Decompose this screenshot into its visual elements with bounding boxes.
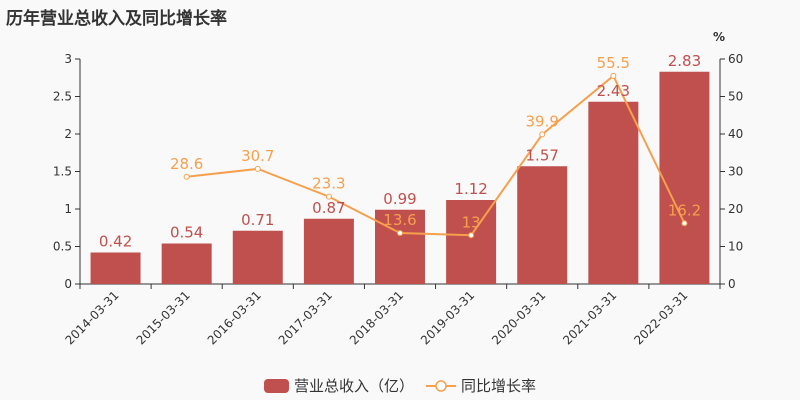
growth-point	[539, 131, 546, 138]
revenue-bar	[90, 252, 141, 284]
legend-item-growth[interactable]: 同比增长率	[426, 375, 536, 396]
legend-label-growth: 同比增长率	[461, 377, 537, 395]
revenue-data-label: 0.99	[383, 190, 416, 208]
revenue-data-label: 2.43	[597, 82, 630, 100]
growth-data-label: 13	[462, 213, 481, 231]
growth-point	[468, 232, 475, 239]
y-left-tick-label: 2.5	[53, 90, 72, 104]
legend-label-revenue: 营业总收入（亿）	[293, 377, 414, 395]
y-right-tick-label: 30	[728, 165, 743, 179]
growth-line	[186, 74, 686, 237]
y-right-tick-label: 40	[728, 127, 743, 141]
x-tick-label: 2016-03-31	[205, 288, 264, 347]
growth-point	[397, 230, 403, 236]
growth-point	[325, 193, 332, 200]
growth-data-label: 39.9	[526, 112, 559, 130]
y-left-tick-label: 1	[64, 202, 72, 216]
revenue-bar	[232, 230, 283, 284]
x-tick-label: 2020-03-31	[489, 288, 548, 347]
y-right-tick-label: 50	[728, 90, 743, 104]
growth-point	[610, 72, 617, 79]
revenue-data-label: 1.12	[454, 180, 487, 198]
growth-data-label: 55.5	[597, 54, 630, 72]
revenue-data-label: 2.83	[668, 52, 701, 70]
growth-point	[681, 220, 688, 227]
growth-point	[183, 173, 190, 180]
revenue-data-label: 0.87	[312, 199, 345, 217]
revenue-data-label: 0.54	[170, 224, 203, 242]
chart-title: 历年营业总收入及同比增长率	[6, 9, 227, 29]
revenue-bar	[446, 200, 497, 284]
growth-data-label: 16.2	[668, 201, 701, 219]
x-tick-label: 2021-03-31	[560, 288, 619, 347]
y-left-tick-label: 0.5	[53, 240, 72, 254]
y-right-unit-label: %	[713, 30, 725, 44]
revenue-bar	[303, 218, 354, 284]
revenue-bar	[517, 166, 568, 284]
legend: 营业总收入（亿） 同比增长率	[0, 375, 800, 396]
growth-data-label: 23.3	[312, 175, 345, 193]
x-tick-label: 2022-03-31	[631, 288, 690, 347]
line-marker-icon	[426, 379, 456, 392]
x-tick-label: 2019-03-31	[418, 288, 477, 347]
revenue-bar	[161, 243, 212, 284]
x-tick-label: 2015-03-31	[134, 288, 193, 347]
y-right-tick-label: 20	[728, 202, 743, 216]
revenue-data-label: 0.42	[99, 233, 132, 251]
y-left-tick-label: 0	[64, 277, 72, 291]
x-tick-label: 2014-03-31	[62, 288, 121, 347]
y-right-tick-label: 10	[728, 240, 743, 254]
y-left-tick-label: 3	[64, 52, 72, 66]
growth-data-label: 13.6	[383, 211, 416, 229]
revenue-bar	[588, 101, 639, 284]
growth-point	[254, 165, 261, 172]
y-left-tick-label: 1.5	[53, 165, 72, 179]
growth-data-label: 28.6	[170, 155, 203, 173]
legend-item-revenue[interactable]: 营业总收入（亿）	[263, 375, 414, 396]
revenue-bar	[375, 209, 425, 284]
y-right-tick-label: 0	[728, 277, 736, 291]
revenue-data-label: 0.71	[241, 211, 274, 229]
revenue-data-label: 1.57	[526, 146, 559, 164]
bar-swatch-icon	[263, 378, 289, 393]
x-tick-label: 2018-03-31	[347, 288, 406, 347]
growth-data-label: 30.7	[241, 147, 274, 165]
revenue-bar	[659, 71, 710, 284]
y-left-tick-label: 2	[64, 127, 72, 141]
y-right-tick-label: 60	[728, 52, 743, 66]
x-tick-label: 2017-03-31	[276, 288, 335, 347]
